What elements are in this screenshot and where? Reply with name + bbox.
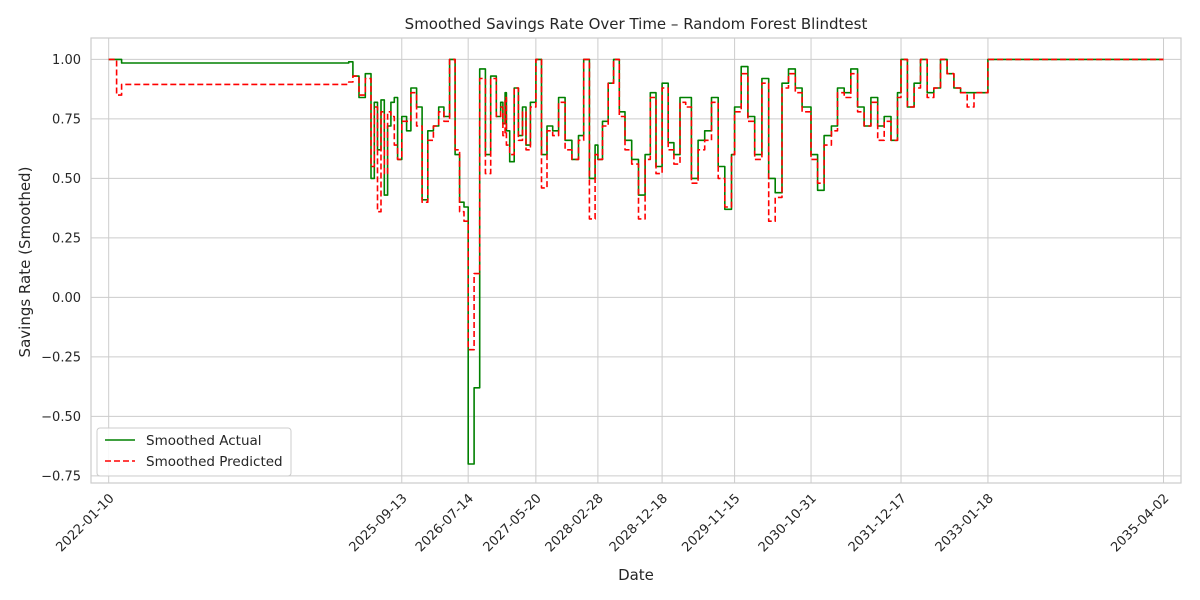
y-tick-label: −0.25 — [41, 350, 81, 365]
legend-label: Smoothed Actual — [146, 433, 262, 449]
y-axis-ticks: −0.75 −0.50 −0.25 0.00 0.25 0.50 0.75 1.00 — [41, 53, 81, 484]
y-tick-label: 1.00 — [52, 53, 81, 68]
y-axis-label: Savings Rate (Smoothed) — [16, 167, 34, 358]
y-tick-label: 0.00 — [52, 291, 81, 306]
legend: Smoothed Actual Smoothed Predicted — [96, 427, 292, 477]
predicted-series-line — [108, 58, 1164, 351]
chart-title: Smoothed Savings Rate Over Time – Random… — [405, 15, 868, 33]
y-tick-label: 0.75 — [52, 112, 81, 127]
y-tick-label: 0.25 — [52, 231, 81, 246]
legend-box — [96, 427, 292, 477]
plot-frame — [90, 37, 1182, 484]
x-axis-label: Date — [618, 566, 654, 584]
grid-lines — [91, 38, 1181, 483]
y-tick-label: −0.75 — [41, 469, 81, 484]
y-tick-label: 0.50 — [52, 172, 81, 187]
y-tick-label: −0.50 — [41, 410, 81, 425]
plot-series — [108, 58, 1164, 465]
legend-label: Smoothed Predicted — [146, 454, 283, 470]
